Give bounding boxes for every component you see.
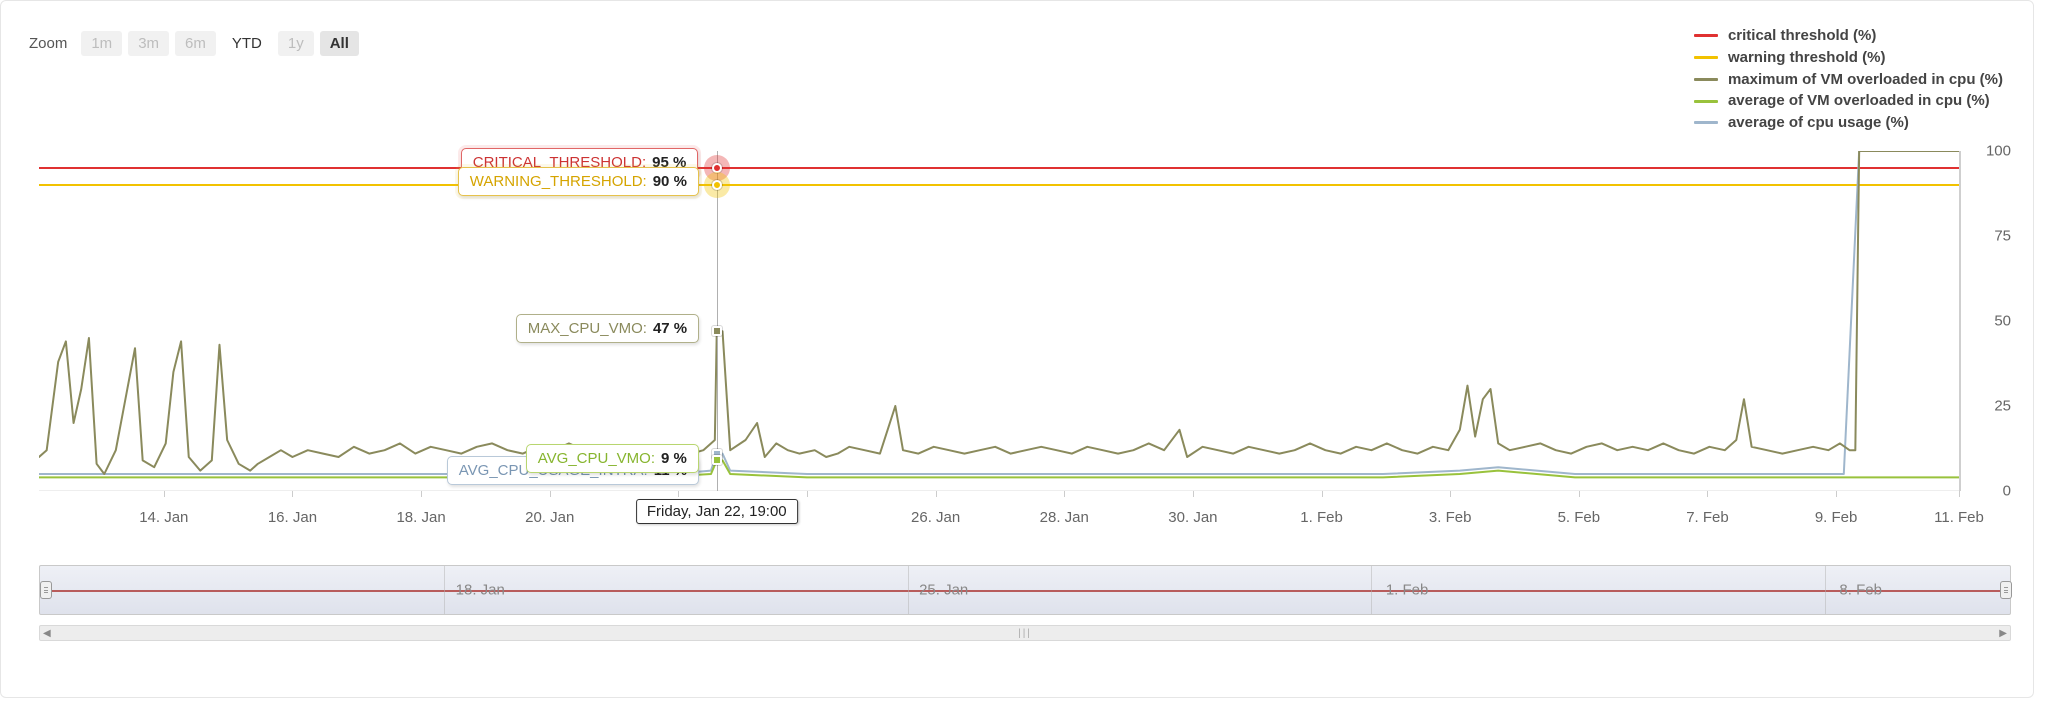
navigator-tick-label: 25. Jan [919, 582, 968, 599]
x-tick-mark [678, 491, 679, 497]
navigator-handle-left[interactable] [40, 581, 52, 599]
navigator-gridline [1825, 566, 1826, 614]
x-tick-label: 7. Feb [1686, 509, 1729, 526]
zoom-all-button[interactable]: All [320, 31, 359, 56]
y-tick-label: 25 [1994, 398, 2011, 415]
legend-label: warning threshold (%) [1728, 47, 1886, 69]
x-tick-mark [164, 491, 165, 497]
legend-swatch [1694, 78, 1718, 81]
series-marker [712, 455, 722, 465]
navigator-tick-label: 18. Jan [456, 582, 505, 599]
x-tick-label: 11. Feb [1934, 509, 1984, 526]
x-tick-mark [936, 491, 937, 497]
x-tick-mark [1836, 491, 1837, 497]
tooltip-value: 47 % [653, 320, 687, 337]
x-tick-label: 30. Jan [1168, 509, 1217, 526]
x-tick-mark [292, 491, 293, 497]
x-tick-label: 16. Jan [268, 509, 317, 526]
range-navigator[interactable]: 18. Jan 25. Jan 1. Feb 8. Feb [39, 565, 2011, 615]
x-tick-mark [807, 491, 808, 497]
legend-item[interactable]: average of cpu usage (%) [1694, 112, 2003, 134]
navigator-sparkline [40, 590, 2010, 592]
legend-swatch [1694, 100, 1718, 103]
zoom-toolbar: Zoom 1m3m6mYTD1yAll [29, 31, 359, 56]
x-tick-mark [421, 491, 422, 497]
legend: critical threshold (%)warning threshold … [1694, 25, 2003, 134]
x-tick-label: 14. Jan [139, 509, 188, 526]
navigator-tick-label: 8. Feb [1839, 582, 1882, 599]
chart-widget: Zoom 1m3m6mYTD1yAll critical threshold (… [0, 0, 2034, 698]
scroll-right-icon[interactable]: ▶ [1999, 628, 2007, 639]
legend-item[interactable]: average of VM overloaded in cpu (%) [1694, 90, 2003, 112]
legend-swatch [1694, 34, 1718, 37]
x-tick-label: 9. Feb [1815, 509, 1858, 526]
tooltip-key: MAX_CPU_VMO: [528, 320, 647, 337]
zoom-1m-button[interactable]: 1m [81, 31, 122, 56]
x-tick-mark [550, 491, 551, 497]
legend-item[interactable]: maximum of VM overloaded in cpu (%) [1694, 69, 2003, 91]
y-tick-label: 50 [1994, 313, 2011, 330]
x-tick-label: 3. Feb [1429, 509, 1472, 526]
legend-label: average of cpu usage (%) [1728, 112, 1909, 134]
scrollbar-grip[interactable]: ||| [1018, 628, 1032, 639]
zoom-3m-button[interactable]: 3m [128, 31, 169, 56]
tooltip-date: Friday, Jan 22, 19:00 [636, 499, 798, 524]
x-tick-label: 28. Jan [1040, 509, 1089, 526]
navigator-gridline [1371, 566, 1372, 614]
legend-swatch [1694, 56, 1718, 59]
plot-area [39, 151, 1959, 491]
crosshair-line [717, 151, 718, 491]
y-axis-line [1959, 151, 1961, 491]
legend-label: critical threshold (%) [1728, 25, 1876, 47]
tooltip-callout: WARNING_THRESHOLD: 90 % [458, 167, 699, 196]
legend-item[interactable]: warning threshold (%) [1694, 47, 2003, 69]
y-tick-label: 75 [1994, 228, 2011, 245]
x-tick-label: 20. Jan [525, 509, 574, 526]
zoom-label: Zoom [29, 35, 67, 52]
x-tick-mark [1064, 491, 1065, 497]
legend-label: average of VM overloaded in cpu (%) [1728, 90, 1990, 112]
x-tick-mark [1707, 491, 1708, 497]
tooltip-key: WARNING_THRESHOLD: [470, 173, 647, 190]
legend-swatch [1694, 121, 1718, 124]
y-tick-label: 0 [2003, 483, 2011, 500]
y-tick-label: 100 [1986, 143, 2011, 160]
zoom-6m-button[interactable]: 6m [175, 31, 216, 56]
x-tick-mark [1450, 491, 1451, 497]
series-marker [712, 180, 722, 190]
x-tick-label: 5. Feb [1558, 509, 1601, 526]
legend-item[interactable]: critical threshold (%) [1694, 25, 2003, 47]
navigator-tick-label: 1. Feb [1386, 582, 1429, 599]
tooltip-key: AVG_CPU_VMO: [538, 450, 655, 467]
tooltip-callout: AVG_CPU_VMO: 9 % [526, 444, 699, 473]
x-tick-mark [1579, 491, 1580, 497]
legend-label: maximum of VM overloaded in cpu (%) [1728, 69, 2003, 91]
navigator-gridline [444, 566, 445, 614]
tooltip-callout: MAX_CPU_VMO: 47 % [516, 314, 699, 343]
zoom-ytd-button[interactable]: YTD [222, 31, 272, 56]
tooltip-value: 9 % [661, 450, 687, 467]
navigator-handle-right[interactable] [2000, 581, 2012, 599]
horizontal-scrollbar[interactable]: ◀ ||| ▶ [39, 625, 2011, 641]
x-tick-label: 18. Jan [396, 509, 445, 526]
x-tick-mark [1193, 491, 1194, 497]
x-tick-mark [1322, 491, 1323, 497]
tooltip-value: 90 % [653, 173, 687, 190]
x-tick-label: 1. Feb [1300, 509, 1343, 526]
zoom-1y-button[interactable]: 1y [278, 31, 314, 56]
x-tick-label: 26. Jan [911, 509, 960, 526]
scroll-left-icon[interactable]: ◀ [43, 628, 51, 639]
series-marker [712, 326, 722, 336]
x-tick-mark [1959, 491, 1960, 497]
navigator-gridline [908, 566, 909, 614]
